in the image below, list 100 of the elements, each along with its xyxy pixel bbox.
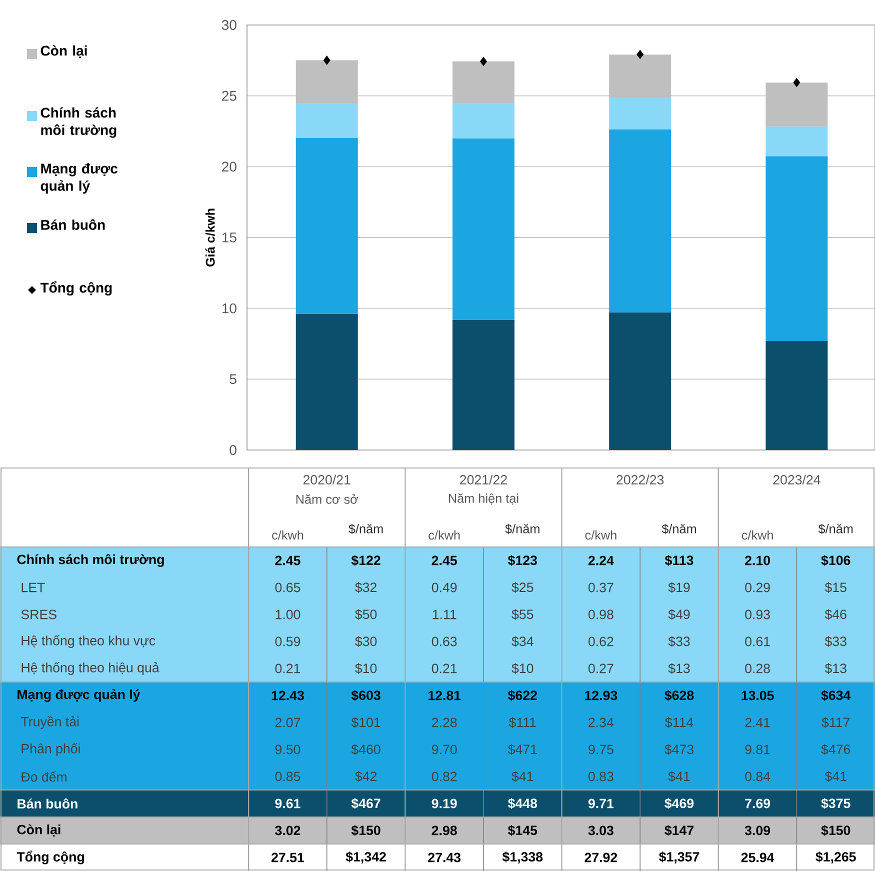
text: Đo đếm: [20, 771, 66, 782]
point: [323, 56, 330, 65]
text: $33: [824, 636, 846, 647]
x-tick-label: 2021/22: [460, 474, 507, 484]
text: 9.75: [588, 744, 614, 754]
point: [636, 50, 644, 59]
text: 0.27: [588, 664, 614, 674]
x-tick-label: 2023/24: [773, 474, 820, 484]
text: $101: [351, 717, 380, 728]
text: $150: [821, 825, 850, 836]
text: 9.50: [275, 744, 300, 754]
text: $13: [824, 663, 846, 674]
bar: [296, 138, 358, 314]
bar: [296, 103, 358, 138]
text: $150: [351, 825, 380, 836]
point: [793, 78, 800, 88]
text: $41: [824, 771, 846, 782]
data-label: 25.94: [741, 852, 774, 862]
data-label: 9.71: [588, 798, 614, 808]
text: $375: [821, 798, 850, 809]
text: 9.70: [432, 744, 457, 754]
text: 0.49: [432, 582, 457, 592]
text: $/năm: [505, 524, 540, 534]
text: Còn lại: [17, 824, 60, 837]
text: Năm hiện tại: [448, 493, 518, 505]
data-label: 3.03: [588, 826, 614, 836]
text: 0.62: [588, 636, 614, 646]
data-label: 2.98: [432, 826, 457, 836]
text: $1,357: [659, 851, 700, 864]
text: 0.28: [745, 664, 770, 674]
text: $114: [665, 717, 694, 728]
point: [480, 56, 487, 66]
text: 0.37: [588, 582, 614, 592]
text: 0.61: [745, 636, 770, 646]
text: $55: [512, 609, 534, 620]
text: $41: [668, 771, 690, 782]
text: Truyền tải: [21, 716, 79, 729]
text: $145: [508, 825, 538, 836]
bar: [452, 104, 514, 138]
y-axis-title: Giá c/kwh: [205, 208, 215, 267]
text: $/năm: [662, 524, 696, 534]
legend-label: Chính sách môi trường: [40, 107, 116, 138]
bar: [296, 314, 358, 450]
text: $33: [668, 636, 690, 647]
text: $42: [355, 771, 376, 782]
text: $1,265: [816, 851, 856, 864]
text: 0.21: [432, 664, 457, 674]
text: Mạng được quản lý: [18, 689, 140, 702]
bar: [766, 341, 828, 450]
bar: [296, 60, 358, 104]
text: $13: [668, 663, 690, 674]
text: $603: [351, 690, 380, 701]
text: c/kwh: [272, 530, 304, 540]
text: Phân phối: [22, 742, 80, 756]
text: 0.63: [432, 636, 457, 646]
text: $34: [512, 636, 534, 647]
x-tick-label: 2020/21: [303, 474, 350, 484]
legend-label: Còn lại: [40, 45, 87, 58]
text: 0.84: [745, 772, 770, 782]
text: $/năm: [818, 524, 853, 534]
data-label: 12.43: [272, 690, 304, 700]
text: c/kwh: [742, 530, 773, 540]
data-label: 13.05: [742, 690, 774, 700]
text: $1,338: [502, 851, 543, 864]
text: $19: [668, 582, 690, 593]
bar: [609, 54, 672, 98]
data-label: 3.09: [744, 826, 770, 836]
data-label: 2.45: [275, 556, 300, 566]
text: Bán buôn: [18, 798, 78, 809]
y-tick-label: 5: [230, 374, 236, 384]
text: $25: [512, 582, 534, 593]
text: $/năm: [348, 524, 383, 534]
text: $460: [351, 744, 380, 755]
data-label: 2.24: [588, 556, 614, 566]
bar: [609, 129, 672, 312]
text: Tổng cộng: [16, 850, 84, 864]
text: LET: [22, 582, 45, 592]
text: $473: [664, 744, 694, 755]
text: $32: [355, 582, 376, 593]
text: 0.98: [588, 610, 614, 620]
bar: [609, 98, 672, 130]
x-tick-label: 2022/23: [616, 474, 664, 484]
data-label: 12.93: [585, 690, 618, 700]
text: $10: [512, 663, 534, 674]
text: Hệ thống theo khu vực: [22, 634, 156, 648]
text: 0.82: [432, 772, 457, 782]
y-tick-label: 15: [222, 232, 236, 242]
text: $49: [668, 609, 690, 620]
text: $113: [664, 555, 694, 566]
bar: [452, 320, 514, 450]
bar: [766, 82, 828, 126]
text: 2.07: [275, 718, 300, 728]
text: Chính sách môi trường: [17, 554, 164, 567]
text: $476: [821, 744, 850, 755]
data-label: 27.51: [272, 852, 304, 862]
text: $15: [824, 582, 846, 593]
bar: [766, 156, 828, 342]
text: $622: [508, 690, 537, 701]
data-label: 3.02: [275, 826, 300, 836]
text: $448: [508, 798, 538, 809]
